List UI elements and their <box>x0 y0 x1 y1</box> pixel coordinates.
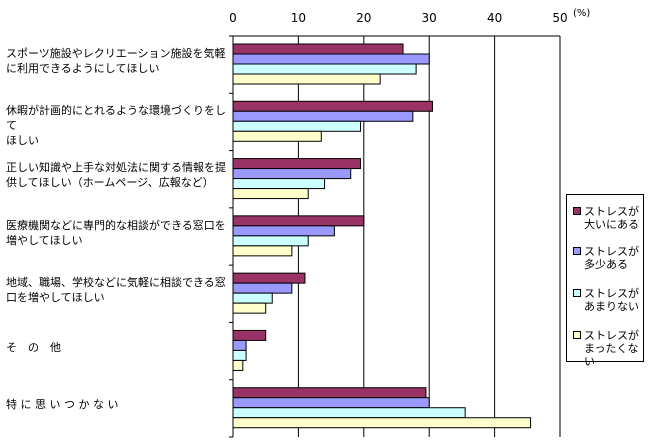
bar <box>232 178 326 190</box>
x-tick-label: 0 <box>229 11 237 25</box>
category-label: 医療機関などに専門的な相談ができる窓口を 増やしてほしい <box>6 218 226 247</box>
category-label: そ の 他 <box>6 340 61 354</box>
legend-label: ストレスが あまりない <box>584 287 639 313</box>
category-label: 休暇が計画的にとれるような環境づくりをして ほしい <box>6 103 226 147</box>
bar <box>232 53 430 65</box>
bar <box>232 245 293 257</box>
bar <box>232 235 309 247</box>
bar <box>232 387 427 399</box>
bar <box>232 349 247 361</box>
legend-label: ストレスが 大いにある <box>584 205 639 231</box>
bar <box>232 110 414 122</box>
bar <box>232 158 362 170</box>
bar <box>232 215 365 227</box>
x-tick-label: 50 <box>552 11 567 25</box>
bar <box>232 188 309 200</box>
bar <box>232 292 273 304</box>
legend-label: ストレスが まったくない <box>584 329 639 368</box>
category-label: 正しい知識や上手な対処法に関する情報を提 供してほしい（ホームページ、広報など） <box>6 161 226 190</box>
bar <box>232 407 466 419</box>
legend-label: ストレスが 多少ある <box>584 245 639 271</box>
category-label: 特 に 思 い つ か な い <box>6 397 119 411</box>
bar <box>232 329 267 341</box>
legend-swatch <box>573 247 581 255</box>
category-label: スポーツ施設やレクリエーション施設を気軽 に利用できるようにしてほしい <box>6 46 226 75</box>
unit-label: (%) <box>573 8 590 19</box>
bar <box>232 73 381 85</box>
legend-swatch <box>573 207 581 215</box>
x-tick-label: 10 <box>291 11 306 25</box>
bar <box>232 225 335 237</box>
legend: ストレスが 大いにある ストレスが 多少ある ストレスが あまりないストレスが まっ… <box>566 194 644 368</box>
bar <box>232 100 433 112</box>
bar <box>232 339 247 351</box>
x-tick-label: 40 <box>487 11 502 25</box>
bar <box>232 359 244 371</box>
bar <box>232 282 293 294</box>
bar <box>232 63 417 75</box>
bar <box>232 272 306 284</box>
bar <box>232 417 532 429</box>
bar <box>232 43 404 55</box>
bar <box>232 120 362 132</box>
bar <box>232 397 430 409</box>
bar <box>232 302 267 314</box>
legend-swatch <box>573 331 581 339</box>
category-label: 地域、職場、学校などに気軽に相談できる窓 口を増やしてほしい <box>6 275 226 304</box>
legend-swatch <box>573 289 581 297</box>
x-tick-label: 30 <box>422 11 437 25</box>
bar <box>232 168 352 180</box>
x-tick-label: 20 <box>356 11 371 25</box>
bar <box>232 130 322 142</box>
